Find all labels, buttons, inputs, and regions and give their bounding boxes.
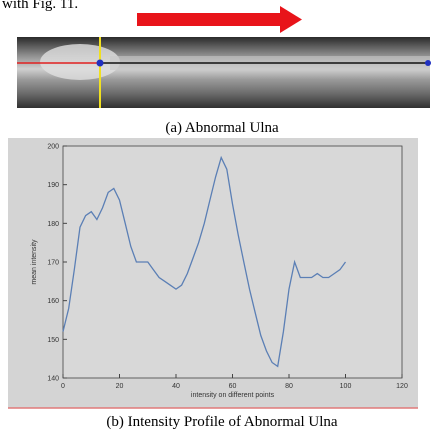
caption-b: (b) Intensity Profile of Abnormal Ulna [106,414,338,430]
x-tick-label: 0 [61,383,65,390]
data-line [62,155,347,368]
y-tick-label: 150 [47,337,59,344]
arrow-body [137,13,282,26]
xray-image [17,37,431,108]
y-tick-label: 170 [47,260,59,267]
top-text: with Fig. 11. [2,0,78,12]
x-tick-label: 80 [285,383,293,390]
y-tick-label: 180 [47,221,59,228]
x-tick-label: 120 [396,383,408,390]
y-axis-label: mean intensity [31,239,38,285]
x-tick-label: 100 [340,383,352,390]
y-tick-label: 200 [47,144,59,151]
x-tick-label: 60 [229,383,237,390]
caption-a: (a) Abnormal Ulna [165,120,279,136]
x-tick-label: 20 [116,383,124,390]
y-tick-label: 140 [47,376,59,383]
plot: 140 150 160 170 180 190 200 0 20 40 60 80 100 120 inte… [31,144,408,400]
plot-area [62,145,403,379]
y-tick-label: 190 [47,182,59,189]
x-tick-label: 40 [172,383,180,390]
y-tick-label: 160 [47,298,59,305]
arrow-head [280,6,302,33]
x-axis-label: intensity on different points [191,392,275,399]
